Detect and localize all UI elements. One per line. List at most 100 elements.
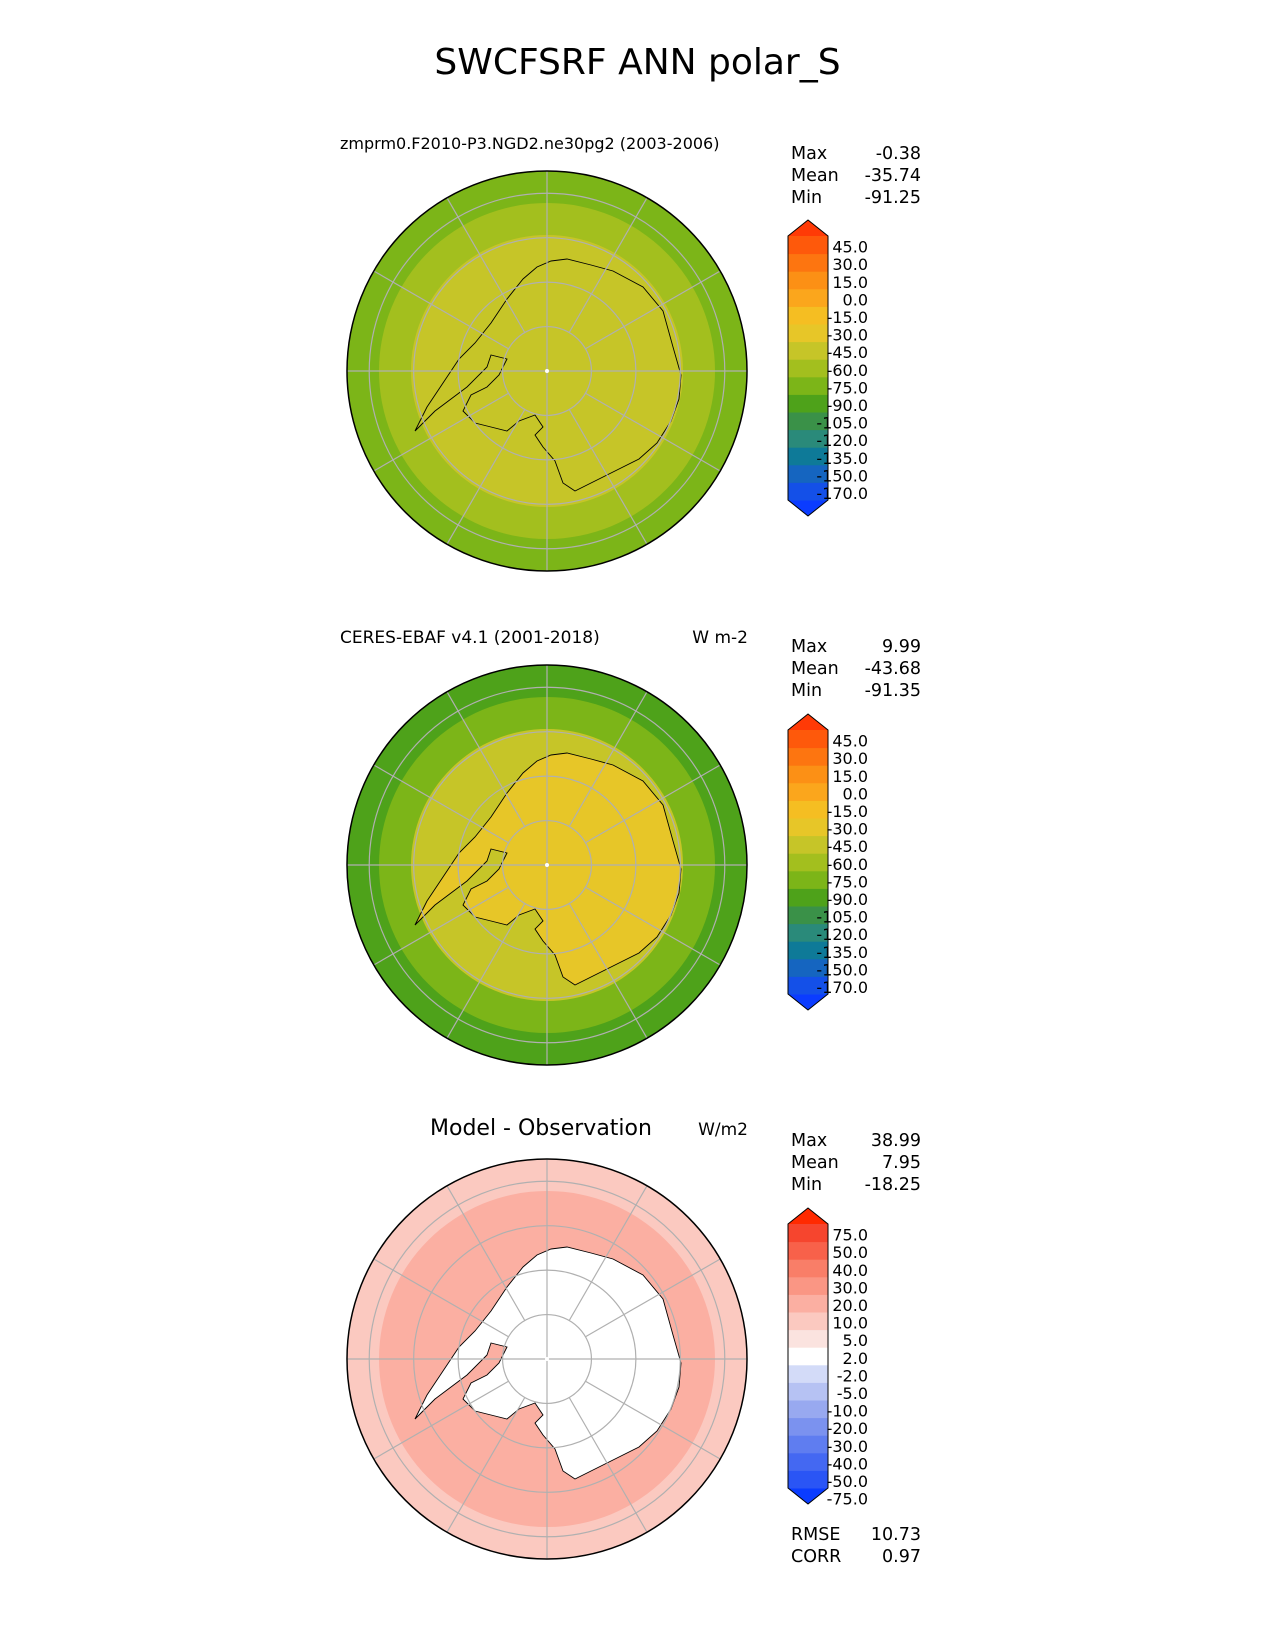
meridian-line xyxy=(568,691,648,827)
colorbar-tick-label: -2.0 xyxy=(837,1366,868,1385)
colorbar-tick-label: -50.0 xyxy=(827,1472,868,1491)
colorbar-segment xyxy=(788,376,828,395)
colorbar-segment xyxy=(788,923,828,942)
colorbar-extend-top xyxy=(788,714,828,730)
colorbar-tick-label: -45.0 xyxy=(827,837,868,856)
colorbar-tick-label: 5.0 xyxy=(843,1331,868,1350)
colorbar-segment xyxy=(788,730,828,749)
colorbar-segment xyxy=(788,1276,828,1295)
colorbar-segment xyxy=(788,1435,828,1454)
colorbar-segment xyxy=(788,1294,828,1313)
colorbar-tick-label: -20.0 xyxy=(827,1419,868,1438)
south-pole-marker xyxy=(545,863,549,867)
colorbar-tick-label: -75.0 xyxy=(827,1490,868,1506)
meridian-line xyxy=(568,903,648,1039)
colorbar-difference: 75.050.040.030.020.010.05.02.0-2.0-5.0-1… xyxy=(787,1207,868,1506)
polar-map-difference xyxy=(346,1158,748,1560)
meridian-line xyxy=(446,691,526,827)
mean-value: -43.68 xyxy=(864,659,921,679)
colorbar-tick-label: -45.0 xyxy=(827,343,868,362)
meridian-line xyxy=(446,903,526,1039)
colorbar-segment xyxy=(788,412,828,431)
mean-value: -35.74 xyxy=(864,166,921,186)
colorbar-tick-label: 30.0 xyxy=(832,1278,868,1297)
colorbar-tick-label: -120.0 xyxy=(816,431,868,450)
map-boundary xyxy=(346,664,748,1066)
map-field xyxy=(347,171,747,571)
colorbar-segment xyxy=(788,236,828,255)
colorbar-segment xyxy=(788,288,828,307)
panel-3-title: Model - Observation xyxy=(430,1116,652,1141)
colorbar-tick-label: -90.0 xyxy=(827,396,868,415)
colorbar-segment xyxy=(788,1417,828,1436)
colorbar-tick-label: -170.0 xyxy=(816,484,868,503)
colorbar-segment xyxy=(788,306,828,325)
rmse-value: 10.73 xyxy=(870,1525,921,1545)
meridian-line xyxy=(568,409,648,545)
corr-label: CORR xyxy=(791,1547,842,1567)
meridian-line xyxy=(446,1185,526,1321)
max-label: Max xyxy=(791,144,828,164)
max-value: 9.99 xyxy=(882,637,921,657)
antarctica-coastline xyxy=(414,1246,682,1480)
colorbar-tick-label: 75.0 xyxy=(832,1226,868,1245)
colorbar-tick-label: -15.0 xyxy=(827,802,868,821)
colorbar-segment xyxy=(788,482,828,501)
colorbar-tick-label: -120.0 xyxy=(816,925,868,944)
colorbar-segment xyxy=(788,447,828,466)
panel-2-units: W m-2 xyxy=(692,628,748,648)
colorbar-tick-label: 40.0 xyxy=(832,1261,868,1280)
mean-label: Mean xyxy=(791,1153,839,1173)
colorbar-tick-label: -15.0 xyxy=(827,308,868,327)
panel-3-stats: Max 38.99 Mean 7.95 Min -18.25 xyxy=(791,1130,921,1196)
colorbar-extend-bottom xyxy=(788,1488,828,1504)
colorbar-outline xyxy=(787,1207,829,1505)
max-value: -0.38 xyxy=(875,144,921,164)
colorbar-segment xyxy=(788,1470,828,1489)
min-value: -18.25 xyxy=(864,1175,921,1195)
colorbar-tick-label: -135.0 xyxy=(816,943,868,962)
min-label: Min xyxy=(791,188,823,208)
colorbar-segment xyxy=(788,976,828,995)
panel-3-units: W/m2 xyxy=(698,1120,748,1140)
map-field xyxy=(347,665,747,1065)
colorbar-outline xyxy=(787,713,829,1011)
meridian-line xyxy=(585,886,721,966)
meridian-line xyxy=(373,764,509,844)
max-label: Max xyxy=(791,1131,828,1151)
colorbar-tick-label: -40.0 xyxy=(827,1454,868,1473)
colorbar-segment xyxy=(788,253,828,272)
map-boundary xyxy=(346,1158,748,1560)
colorbar-segment xyxy=(788,1364,828,1383)
colorbar-segment xyxy=(788,747,828,766)
colorbar-tick-label: -135.0 xyxy=(816,449,868,468)
panel-1-stats: Max -0.38 Mean -35.74 Min -91.25 xyxy=(791,143,921,209)
colorbar-extend-bottom xyxy=(788,500,828,516)
colorbar-segment xyxy=(788,1241,828,1260)
colorbar-extend-top xyxy=(788,1208,828,1224)
colorbar-segment xyxy=(788,958,828,977)
colorbar-tick-label: 0.0 xyxy=(843,784,868,803)
colorbar-segment xyxy=(788,853,828,872)
colorbar-segment xyxy=(788,1259,828,1278)
colorbar-tick-label: 10.0 xyxy=(832,1314,868,1333)
min-label: Min xyxy=(791,1175,823,1195)
map-field xyxy=(347,1159,747,1559)
mean-label: Mean xyxy=(791,659,839,679)
colorbar-tick-label: 45.0 xyxy=(832,732,868,751)
colorbar-tick-label: -10.0 xyxy=(827,1402,868,1421)
min-label: Min xyxy=(791,681,823,701)
colorbar-tick-label: -75.0 xyxy=(827,872,868,891)
colorbar-tick-label: -30.0 xyxy=(827,820,868,839)
error-stats: RMSE 10.73 CORR 0.97 xyxy=(791,1524,921,1568)
colorbar-segment xyxy=(788,835,828,854)
colorbar-segment xyxy=(788,1312,828,1331)
colorbar-tick-label: -90.0 xyxy=(827,890,868,909)
colorbar-tick-label: 50.0 xyxy=(832,1243,868,1262)
colorbar-tick-label: -75.0 xyxy=(827,378,868,397)
meridian-line xyxy=(585,392,721,472)
colorbar-tick-label: 30.0 xyxy=(832,749,868,768)
colorbar-tick-label: 2.0 xyxy=(843,1349,868,1368)
colorbar-tick-label: 15.0 xyxy=(832,767,868,786)
meridian-line xyxy=(373,1258,509,1338)
